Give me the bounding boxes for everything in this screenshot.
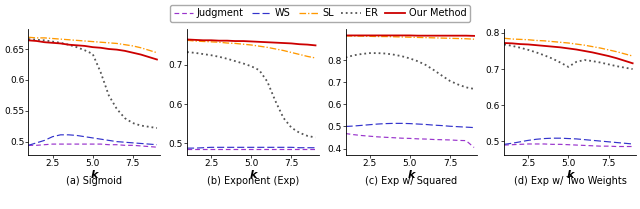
X-axis label: k: k xyxy=(566,170,573,180)
X-axis label: k: k xyxy=(249,170,257,180)
X-axis label: k: k xyxy=(91,170,98,180)
X-axis label: k: k xyxy=(408,170,415,180)
Text: (a) Sigmoid: (a) Sigmoid xyxy=(67,176,122,186)
Text: (c) Exp w/ Squared: (c) Exp w/ Squared xyxy=(365,176,458,186)
Legend: Judgment, WS, SL, ER, Our Method: Judgment, WS, SL, ER, Our Method xyxy=(170,5,470,22)
Text: (d) Exp w/ Two Weights: (d) Exp w/ Two Weights xyxy=(513,176,627,186)
Text: (b) Exponent (Exp): (b) Exponent (Exp) xyxy=(207,176,299,186)
